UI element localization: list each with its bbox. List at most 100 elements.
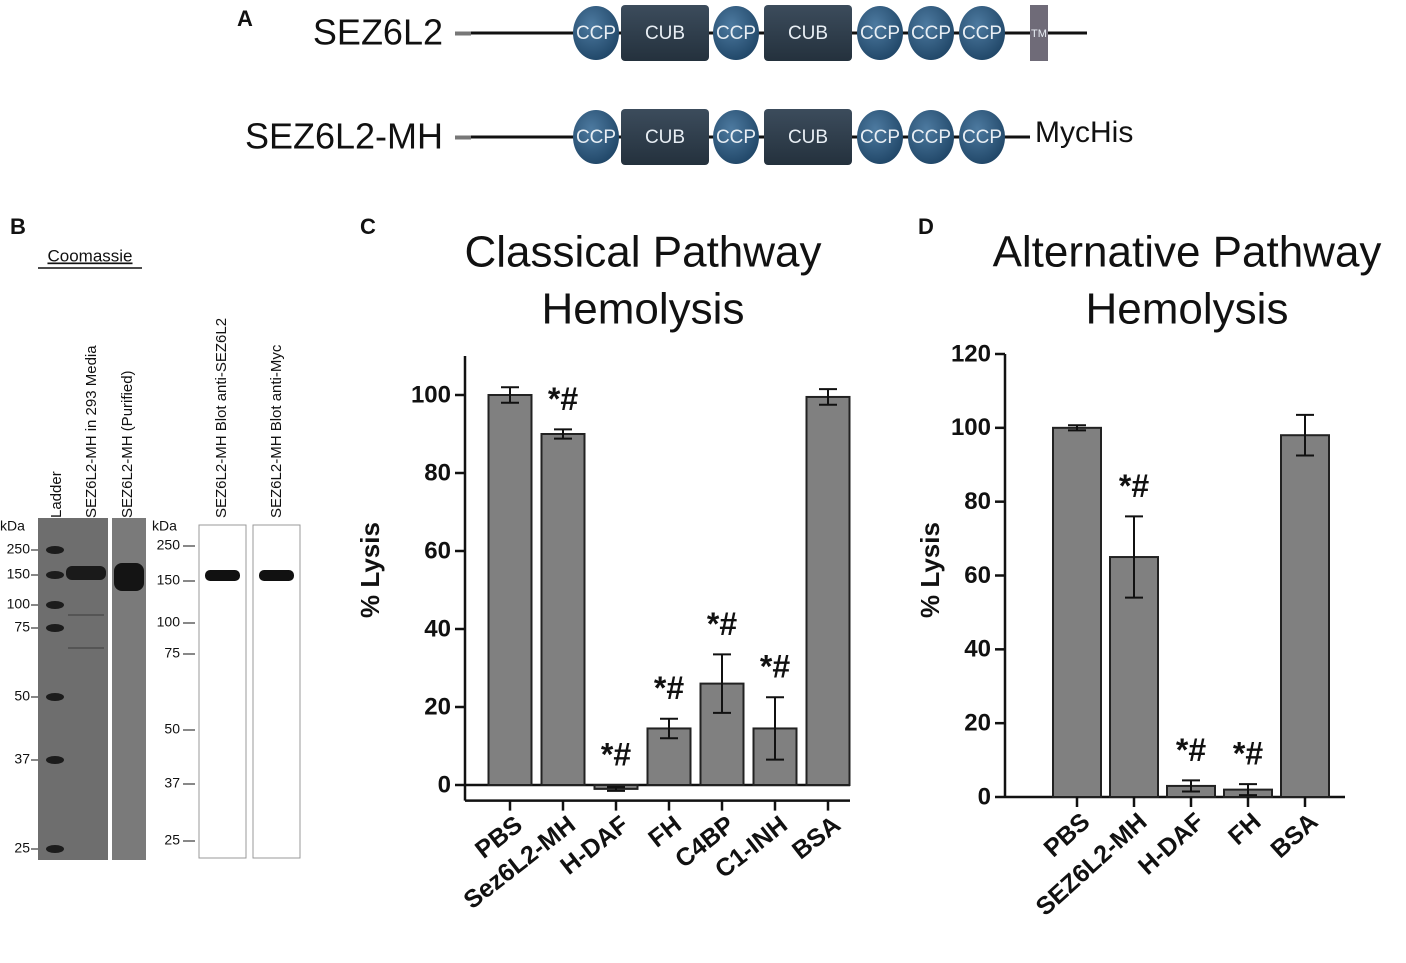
marker-label: 100 (157, 614, 181, 630)
band (259, 570, 294, 581)
error-bar (713, 653, 731, 714)
y-tick-label: 80 (964, 488, 991, 515)
y-tick-label: 0 (978, 783, 991, 810)
panel-label: B (10, 214, 26, 239)
ladder-band (46, 624, 64, 632)
y-axis-label: % Lysis (915, 522, 945, 618)
band (205, 570, 240, 581)
lane-label: SEZ6L2-MH Blot anti-Myc (268, 344, 285, 518)
marker-label: 75 (164, 645, 180, 661)
marker-label: 50 (164, 721, 180, 737)
marker-label: 37 (164, 775, 180, 791)
y-axis-label: % Lysis (355, 522, 385, 618)
ccp-domain (857, 6, 903, 60)
significance-label: *# (1119, 468, 1149, 504)
stain-label: Coomassie (47, 246, 132, 265)
domain-label: TM (1031, 28, 1047, 40)
x-tick-label: H-DAF (1133, 808, 1210, 881)
ccp-domain (959, 110, 1005, 164)
domain-label: CUB (788, 127, 828, 148)
band (66, 566, 106, 580)
domain-label: CCP (716, 23, 756, 44)
domain-label: CCP (576, 23, 616, 44)
panel-label: C (360, 214, 376, 239)
x-tick-label: FH (1223, 808, 1267, 851)
construct-name: SEZ6L2 (313, 12, 443, 53)
bar (540, 433, 586, 786)
error-bar (819, 388, 837, 406)
domain-label: CCP (962, 23, 1002, 44)
marker-label: 75 (14, 619, 30, 635)
x-tick-label: BSA (1265, 808, 1323, 864)
chart-title: Alternative Pathway (993, 228, 1382, 277)
domain-label: CUB (788, 23, 828, 44)
y-tick-label: 60 (964, 562, 991, 589)
bar (487, 394, 533, 786)
signal-peptide (455, 31, 471, 36)
ccp-domain (908, 6, 954, 60)
marker-label: 150 (7, 566, 31, 582)
domain-label: CCP (860, 127, 900, 148)
ladder-band (46, 571, 64, 579)
error-bar (501, 386, 519, 404)
domain-label: CCP (911, 23, 951, 44)
panel-label: D (918, 214, 934, 239)
error-bar (766, 696, 784, 761)
y-tick-label: 120 (951, 340, 991, 367)
error-bar (607, 785, 625, 792)
error-bar (1125, 515, 1143, 599)
lane-label: SEZ6L2-MH in 293 Media (83, 345, 100, 518)
tm-domain (1030, 5, 1048, 61)
error-bar (554, 428, 572, 440)
panel-label: A (237, 6, 253, 31)
significance-label: *# (707, 606, 737, 642)
ladder-band (46, 845, 64, 853)
marker-label: 25 (164, 832, 180, 848)
error-bar (1182, 779, 1200, 793)
ladder-band (46, 546, 64, 554)
significance-label: *# (760, 649, 790, 685)
ccp-domain (573, 6, 619, 60)
ladder-band (46, 601, 64, 609)
unit-label: kDa (0, 518, 25, 534)
cub-domain (621, 109, 709, 165)
y-tick-label: 100 (411, 381, 451, 408)
ccp-domain (573, 110, 619, 164)
cub-domain (764, 5, 852, 61)
tag-label: MycHis (1035, 116, 1133, 149)
ladder-band (46, 693, 64, 701)
lane-label: Ladder (48, 471, 65, 518)
ccp-domain (713, 6, 759, 60)
ccp-domain (857, 110, 903, 164)
ccp-domain (908, 110, 954, 164)
y-tick-label: 40 (424, 615, 451, 642)
error-bar (1296, 413, 1314, 457)
ccp-domain (959, 6, 1005, 60)
marker-label: 100 (7, 596, 31, 612)
error-bar (1239, 783, 1257, 797)
marker-label: 250 (157, 537, 181, 553)
chart-title: Hemolysis (542, 285, 745, 334)
cub-domain (764, 109, 852, 165)
y-tick-label: 20 (424, 693, 451, 720)
chart-title: Classical Pathway (464, 228, 821, 277)
error-bar (660, 717, 678, 740)
y-tick-label: 40 (964, 636, 991, 663)
ladder-band (46, 756, 64, 764)
bar (1052, 426, 1102, 798)
marker-label: 250 (7, 541, 31, 557)
unit-label: kDa (152, 518, 177, 534)
marker-label: 50 (14, 688, 30, 704)
marker-label: 150 (157, 572, 181, 588)
domain-label: CUB (645, 127, 685, 148)
error-bar (1068, 424, 1086, 432)
domain-label: CCP (860, 23, 900, 44)
signal-peptide (455, 135, 471, 140)
x-tick-label: BSA (787, 810, 846, 865)
domain-label: CCP (576, 127, 616, 148)
band (114, 563, 144, 591)
significance-label: *# (654, 670, 684, 706)
domain-label: CCP (962, 127, 1002, 148)
y-tick-label: 0 (438, 771, 451, 798)
